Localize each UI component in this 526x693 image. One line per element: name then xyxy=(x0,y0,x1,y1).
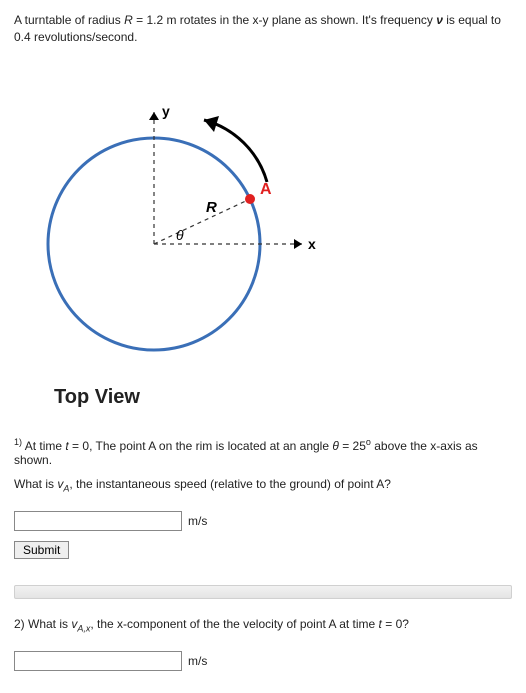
q1-unit: m/s xyxy=(188,514,207,528)
value-nu: 0.4 xyxy=(14,30,31,44)
intro-text: A turntable of radius xyxy=(14,13,124,27)
label-theta: θ xyxy=(176,227,184,243)
label-A: A xyxy=(260,181,272,198)
x-arrowhead xyxy=(294,239,302,249)
diagram-svg: x y A R θ xyxy=(14,54,324,374)
radius-line xyxy=(154,199,250,244)
divider-bar xyxy=(14,585,512,599)
problem-intro: A turntable of radius R = 1.2 m rotates … xyxy=(14,12,512,46)
point-A-dot xyxy=(245,194,255,204)
var-nu: ν xyxy=(436,13,443,27)
diagram-caption: Top View xyxy=(54,386,512,409)
question-1: 1) At time t = 0, The point A on the rim… xyxy=(14,437,512,575)
q1-submit-button[interactable]: Submit xyxy=(14,541,69,559)
q1-answer-input[interactable] xyxy=(14,511,182,531)
var-R: R xyxy=(124,13,133,27)
q1-number: 1) xyxy=(14,437,22,447)
angle-value: 25 xyxy=(353,439,366,453)
q2-unit: m/s xyxy=(188,654,207,668)
value-R: 1.2 xyxy=(146,13,163,27)
label-x: x xyxy=(308,236,316,252)
y-arrowhead xyxy=(149,112,159,120)
q2-answer-input[interactable] xyxy=(14,651,182,671)
question-2: 2) What is vA,x, the x-component of the … xyxy=(14,617,512,671)
label-R: R xyxy=(206,199,217,216)
turntable-diagram: x y A R θ xyxy=(14,54,324,374)
label-y: y xyxy=(162,103,170,119)
